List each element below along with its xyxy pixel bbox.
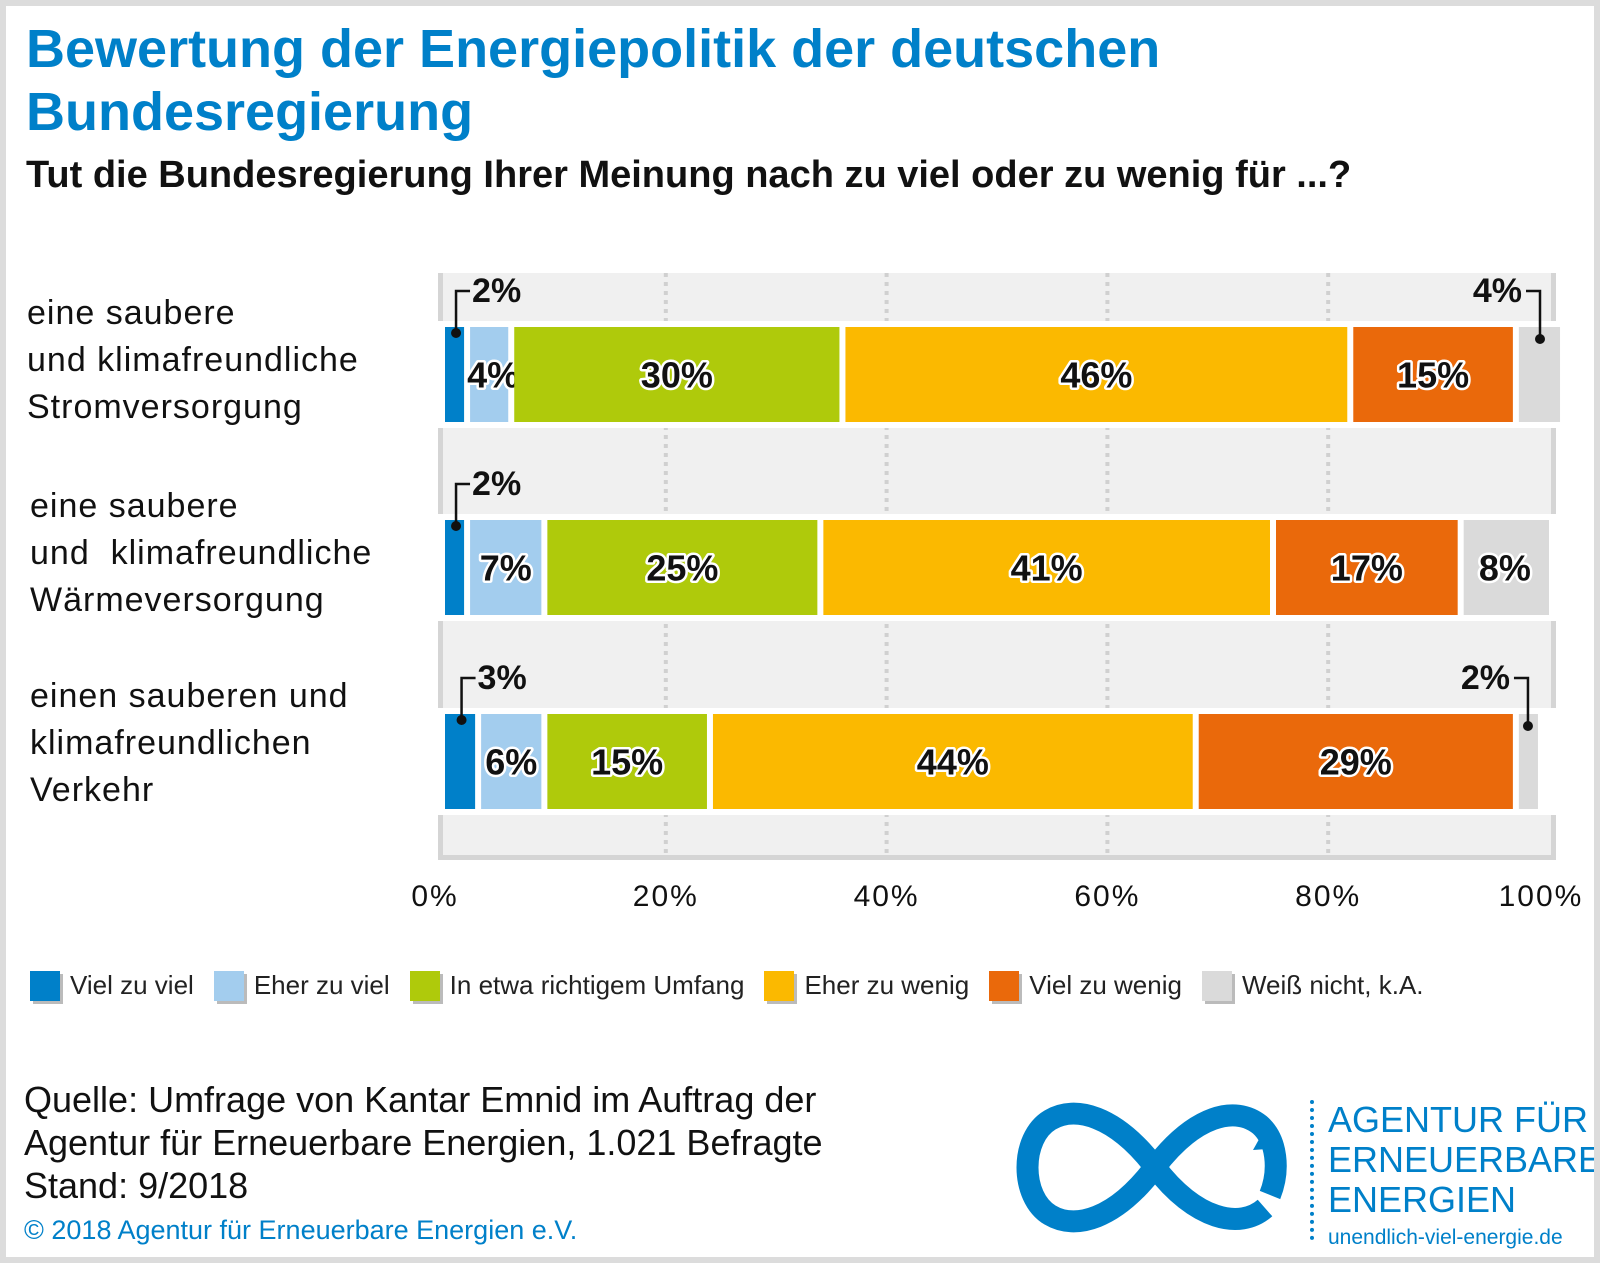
legend-item: Eher zu wenig [764,970,969,1001]
leader-dot [1522,721,1533,731]
label-leader [1513,676,1530,726]
legend-label: Eher zu wenig [804,970,970,1000]
chart-title: Bewertung der Energiepolitik der deutsch… [26,19,1161,142]
leader-dot [456,715,467,725]
legend-swatch [213,970,244,1001]
data-label: 2% [472,465,521,503]
legend-item: Eher zu viel [213,970,390,1001]
bar-segment [445,714,476,809]
data-label: 15% [591,742,663,783]
category-line: Stromversorgung [27,388,303,426]
legend-label: In etwa richtigem Umfang [449,970,745,1000]
category-line: Wärmeversorgung [30,581,325,619]
logo-url[interactable]: unendlich-viel-energie.de [1328,1226,1563,1249]
source-line: Agentur für Erneuerbare Energien, 1.021 … [24,1122,823,1163]
x-tick-label: 40% [854,880,920,913]
legend-label: Viel zu wenig [1029,970,1182,1000]
data-label: 44% [917,742,989,783]
bar-segment [712,714,1193,809]
infinity-logo-icon [1016,1102,1287,1233]
data-label: 8% [1479,548,1531,589]
data-label: 6% [485,742,537,783]
bar-segment [470,520,542,615]
data-label: 41% [1011,548,1083,589]
bar-segment [445,327,465,422]
legend-label: Eher zu viel [253,970,390,1000]
bar-segment [1518,714,1538,809]
category-line: Verkehr [30,771,155,809]
legend-swatch [30,970,60,1001]
source-line: Stand: 9/2018 [24,1165,249,1206]
data-label: 4% [1473,272,1522,310]
legend-item: Viel zu wenig [989,970,1182,1001]
data-label: 2% [472,272,521,310]
x-tick-label: 100% [1499,880,1584,913]
bar-segment [547,520,818,615]
data-label: 30% [641,355,713,396]
bar-segment [470,327,509,422]
bar-segment [481,714,542,809]
x-tick-label: 80% [1295,880,1361,913]
data-label: 2% [1461,659,1510,697]
data-label: 17% [1331,548,1403,589]
bar-segment [514,327,840,422]
data-label: 46% [1060,355,1132,396]
x-tick-label: 0% [411,880,458,913]
x-tick-label: 60% [1074,880,1140,913]
data-label: 7% [480,548,532,589]
category-label: einen sauberen und klimafreundlichen Ver… [30,673,349,814]
category-line: und klimafreundliche [30,534,373,572]
data-label: 25% [646,548,718,589]
logo-line: ERNEUERBARE [1328,1139,1600,1180]
logo-line: AGENTUR FÜR [1328,1099,1588,1140]
bar-segment [1353,327,1513,422]
label-leader [454,482,471,526]
logo-line: ENERGIEN [1328,1179,1517,1220]
data-label: 4% [467,355,519,396]
leader-dot [451,328,462,338]
bar-segment [547,714,707,809]
category-line: einen sauberen und [30,677,349,715]
bar-segment [823,520,1270,615]
bar-segment [1276,520,1458,615]
bar-segment [1463,520,1549,615]
category-line: eine saubere [30,487,239,525]
data-label: 15% [1397,355,1469,396]
bar-segment [845,327,1348,422]
legend-item: Weiß nicht, k.A. [1201,970,1424,1001]
data-label: 3% [478,659,527,697]
category-line: eine saubere [27,294,236,332]
legend-swatch [409,970,440,1001]
label-leader [454,289,471,333]
label-leader [460,676,476,720]
legend-swatch [1201,970,1232,1001]
legend-label: Weiß nicht, k.A. [1241,970,1424,1000]
chart-subtitle: Tut die Bundesregierung Ihrer Meinung na… [26,154,1352,196]
legend-swatch [764,970,795,1001]
source-line: Quelle: Umfrage von Kantar Emnid im Auft… [24,1079,817,1120]
plot-border-bottom [438,855,1556,860]
legend: Viel zu viel Eher zu viel In etwa richtige… [30,970,1444,1001]
copyright: © 2018 Agentur für Erneuerbare Energien … [24,1215,578,1245]
leader-dot [451,521,462,531]
legend-item: Viel zu viel [30,970,194,1001]
logo-text: AGENTUR FÜR ERNEUERBARE ENERGIEN unendli… [1328,1100,1600,1256]
category-line: klimafreundlichen [30,724,312,762]
category-label: eine saubere und klimafreundliche Stromv… [27,290,359,431]
bar-segment [1198,714,1513,809]
category-line: und klimafreundliche [27,341,359,379]
data-label: 29% [1320,742,1392,783]
source-note: Quelle: Umfrage von Kantar Emnid im Auft… [24,1078,823,1207]
legend-label: Viel zu viel [70,970,194,1000]
label-leader [1526,289,1542,339]
legend-swatch [989,970,1020,1001]
legend-item: In etwa richtigem Umfang [409,970,745,1001]
leader-dot [1535,334,1545,344]
x-tick-label: 20% [633,880,699,913]
bar-segment [445,520,465,615]
category-label: eine saubere und klimafreundliche Wärmev… [30,483,372,624]
logo-divider [1310,1100,1314,1240]
